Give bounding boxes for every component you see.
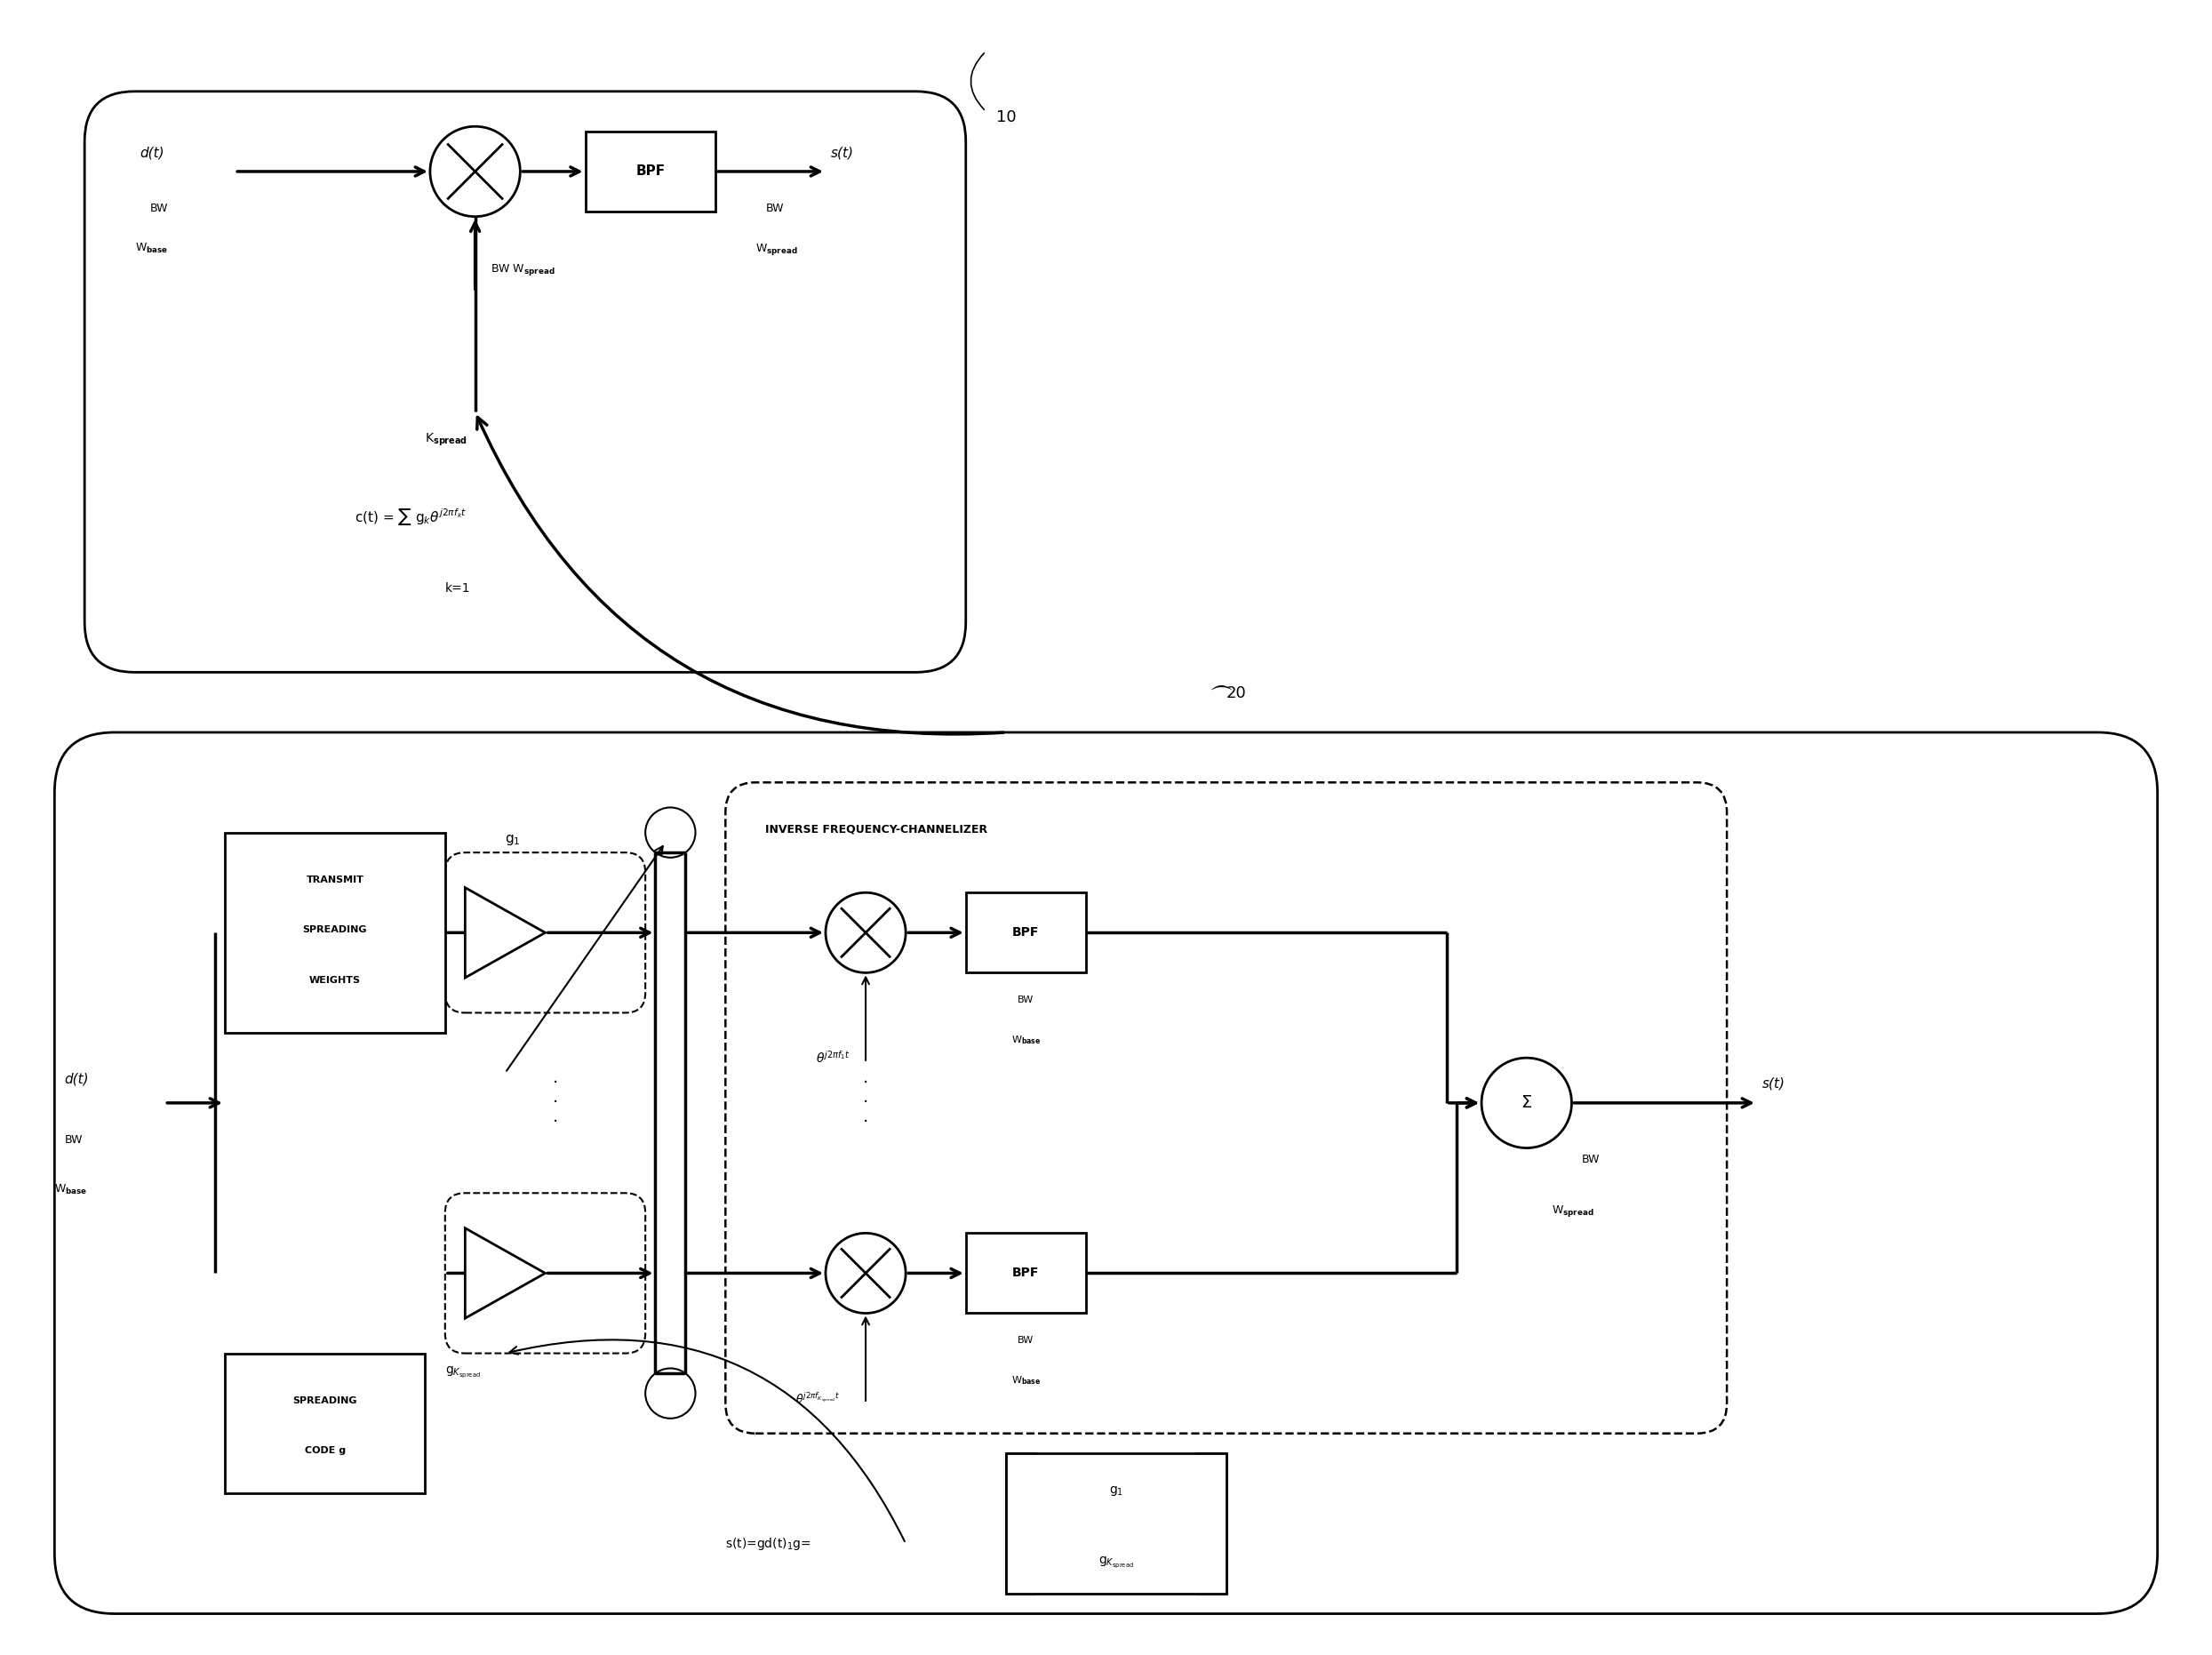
Text: INVERSE FREQUENCY-CHANNELIZER: INVERSE FREQUENCY-CHANNELIZER [765,824,989,836]
Text: BW: BW [1018,1336,1033,1346]
Bar [226,832,445,1033]
Text: BPF: BPF [1013,927,1040,938]
Text: WEIGHTS: WEIGHTS [310,976,361,985]
Text: c(t) = $\sum$ g$_k\theta^{j2\pi f_k t}$: c(t) = $\sum$ g$_k\theta^{j2\pi f_k t}$ [354,506,467,528]
Polygon shape [465,1228,544,1319]
Text: $\frown$: $\frown$ [1206,675,1234,697]
Text: W$_{\mathbf{base}}$: W$_{\mathbf{base}}$ [135,242,168,255]
Text: BPF: BPF [1013,1268,1040,1279]
Text: $\Sigma$: $\Sigma$ [1522,1094,1533,1112]
Text: BPF: BPF [635,166,666,179]
Bar [967,892,1086,973]
Text: k=1: k=1 [445,583,471,594]
Text: s(t): s(t) [832,146,854,159]
Text: CODE g: CODE g [305,1446,345,1455]
FancyBboxPatch shape [55,733,2157,1614]
Text: g$_{K_{\rm spread}}$: g$_{K_{\rm spread}}$ [445,1365,480,1380]
Text: g$_1$: g$_1$ [1108,1485,1124,1498]
Text: 10: 10 [995,109,1015,126]
Bar [967,1233,1086,1314]
Text: d(t): d(t) [139,146,164,159]
Bar [586,131,714,212]
Text: $\theta^{j2\pi f_1 t}$: $\theta^{j2\pi f_1 t}$ [816,1049,849,1066]
Text: ·
·
·: · · · [553,1076,557,1130]
Bar [226,1354,425,1493]
Text: BW: BW [1582,1154,1599,1165]
Text: SPREADING: SPREADING [303,925,367,935]
Text: W$_{\mathbf{spread}}$: W$_{\mathbf{spread}}$ [1551,1203,1595,1218]
Text: ·
·
·: · · · [863,1076,869,1130]
Text: K$_{\mathbf{spread}}$: K$_{\mathbf{spread}}$ [425,432,467,447]
Text: W$_{\mathbf{base}}$: W$_{\mathbf{base}}$ [1011,1034,1042,1046]
Text: W$_{\mathbf{base}}$: W$_{\mathbf{base}}$ [55,1183,88,1197]
Text: BW W$_{\mathbf{spread}}$: BW W$_{\mathbf{spread}}$ [491,261,555,276]
Text: SPREADING: SPREADING [292,1397,356,1405]
Text: BW: BW [64,1134,82,1145]
Text: s(t): s(t) [1763,1077,1785,1091]
Text: d(t): d(t) [64,1072,88,1086]
Text: W$_{\mathbf{base}}$: W$_{\mathbf{base}}$ [1011,1374,1042,1387]
Polygon shape [465,887,544,978]
Text: BW: BW [150,202,168,213]
Text: TRANSMIT: TRANSMIT [305,875,363,884]
Text: $\theta^{j2\pi f_{K_{\rm spread}}t}$: $\theta^{j2\pi f_{K_{\rm spread}}t}$ [796,1392,841,1407]
Text: s(t)=gd(t)$_1$g=: s(t)=gd(t)$_1$g= [726,1536,812,1552]
Text: W$_{\mathbf{spread}}$: W$_{\mathbf{spread}}$ [757,242,799,257]
Text: g$_{K_{\rm spread}}$: g$_{K_{\rm spread}}$ [1099,1556,1135,1571]
Text: BW: BW [765,202,783,213]
Text: 20: 20 [1225,685,1245,700]
FancyBboxPatch shape [84,91,967,672]
Text: g$_1$: g$_1$ [504,832,520,847]
Text: BW: BW [1018,996,1033,1005]
Bar [1006,1453,1225,1594]
